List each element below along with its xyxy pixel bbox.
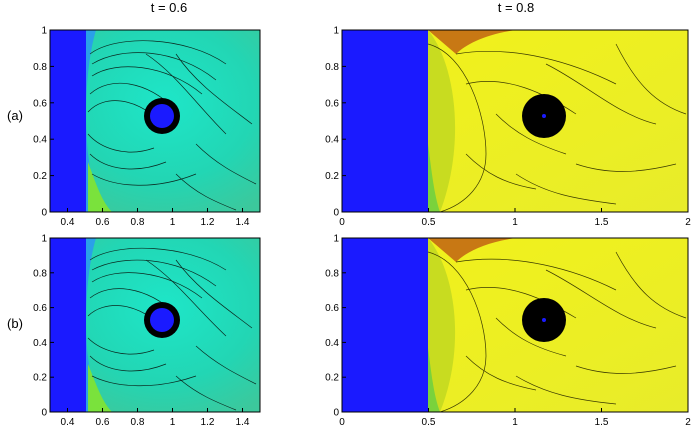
y-tick-label: 0.2 [325, 171, 339, 182]
y-tick-label: 0 [333, 208, 339, 219]
wall-region [342, 30, 428, 212]
x-tick-label: 0.5 [422, 417, 436, 428]
wall-region [50, 30, 86, 212]
wake-region [428, 30, 456, 212]
y-tick-label: 0.8 [33, 268, 47, 279]
y-tick-label: 1 [41, 26, 47, 37]
x-tick-label: 0.8 [131, 417, 145, 428]
row-label-a: (a) [7, 108, 23, 123]
row-label-b: (b) [7, 316, 23, 331]
low-density-region [428, 144, 440, 212]
x-tick-label: 2 [685, 417, 691, 428]
contour-plot-b-t06: 0.4 0.6 0.8 1 1.2 1.4 0 0.2 0.4 0.6 0.8 1 [33, 234, 261, 428]
panel-b-t08: 0 0.5 1 1.5 2 0 0.2 0.4 0.6 0.8 1 [316, 232, 692, 428]
shock-front-region [428, 30, 516, 54]
y-tick-label: 1 [333, 234, 339, 245]
x-tick-label: 0.4 [61, 417, 75, 428]
contour-plot-a-t06: 0.4 0.6 0.8 1 1.2 1.4 0 0.2 0.4 0.6 0.8 1 [33, 26, 261, 229]
y-tick-label: 0.4 [325, 338, 339, 349]
low-density-region [428, 348, 440, 412]
y-tick-label: 0.6 [33, 303, 47, 314]
y-tick-label: 0 [41, 208, 47, 219]
shock-front-region [428, 238, 516, 262]
column-title-right: t = 0.8 [497, 0, 535, 15]
cylinder-core [150, 104, 174, 128]
contour-plot-b-t08: 0 0.5 1 1.5 2 0 0.2 0.4 0.6 0.8 1 [325, 234, 691, 428]
y-tick-label: 1 [333, 26, 339, 37]
y-tick-label: 0.8 [33, 62, 47, 73]
axis-ticks: 0 0.5 1 1.5 2 0 0.2 0.4 0.6 0.8 1 [325, 234, 691, 428]
contour-lines [87, 247, 257, 411]
y-tick-label: 0.2 [33, 171, 47, 182]
x-tick-label: 0.6 [96, 217, 110, 228]
y-tick-label: 0.4 [325, 135, 339, 146]
x-tick-label: 1.2 [201, 217, 215, 228]
x-tick-label: 0.6 [96, 417, 110, 428]
x-tick-label: 0.4 [61, 217, 75, 228]
y-tick-label: 0.2 [33, 373, 47, 384]
plot-frame [49, 237, 261, 413]
x-tick-label: 2 [685, 217, 691, 228]
y-tick-label: 0.8 [325, 268, 339, 279]
column-title-left: t = 0.6 [150, 0, 188, 15]
contour-lines [427, 251, 687, 413]
cylinder-core [542, 114, 546, 118]
contour-plot-a-t08: 0 0.5 1 1.5 2 0 0.2 0.4 0.6 0.8 1 [325, 26, 691, 229]
y-tick-label: 1 [41, 234, 47, 245]
low-density-region [88, 162, 112, 212]
y-tick-label: 0.6 [33, 98, 47, 109]
wake-region [428, 238, 456, 412]
x-tick-label: 1 [170, 217, 176, 228]
panel-b-t06: 0.4 0.6 0.8 1 1.2 1.4 0 0.2 0.4 0.6 0.8 1 [26, 232, 266, 428]
cylinder-core [542, 318, 546, 322]
axis-ticks: 0 0.5 1 1.5 2 0 0.2 0.4 0.6 0.8 1 [325, 26, 691, 229]
wall-region [50, 238, 86, 412]
x-tick-label: 1.4 [236, 217, 250, 228]
x-tick-label: 0 [339, 417, 345, 428]
contour-lines [427, 43, 687, 213]
y-tick-label: 0.6 [325, 98, 339, 109]
x-tick-label: 1.5 [595, 417, 609, 428]
x-tick-label: 1 [512, 417, 518, 428]
x-tick-label: 1 [512, 217, 518, 228]
x-tick-label: 1 [170, 417, 176, 428]
y-tick-label: 0.8 [325, 62, 339, 73]
panel-a-t06: 0.4 0.6 0.8 1 1.2 1.4 0 0.2 0.4 0.6 0.8 1 [26, 24, 266, 230]
low-density-region [88, 364, 112, 412]
y-tick-label: 0 [333, 408, 339, 419]
x-tick-label: 0.5 [422, 217, 436, 228]
y-tick-label: 0.4 [33, 338, 47, 349]
wall-region [342, 238, 428, 412]
y-tick-label: 0.4 [33, 135, 47, 146]
x-tick-label: 0 [339, 217, 345, 228]
x-tick-label: 1.2 [201, 417, 215, 428]
axis-ticks: 0.4 0.6 0.8 1 1.2 1.4 0 0.2 0.4 0.6 0.8 1 [33, 234, 250, 428]
cylinder-core [150, 308, 174, 332]
x-tick-label: 1.5 [595, 217, 609, 228]
axis-ticks: 0.4 0.6 0.8 1 1.2 1.4 0 0.2 0.4 0.6 0.8 1 [33, 26, 250, 229]
x-tick-label: 1.4 [236, 417, 250, 428]
plot-frame [49, 29, 261, 213]
y-tick-label: 0 [41, 408, 47, 419]
y-tick-label: 0.6 [325, 303, 339, 314]
x-tick-label: 0.8 [131, 217, 145, 228]
panel-a-t08: 0 0.5 1 1.5 2 0 0.2 0.4 0.6 0.8 1 [316, 24, 692, 230]
y-tick-label: 0.2 [325, 373, 339, 384]
